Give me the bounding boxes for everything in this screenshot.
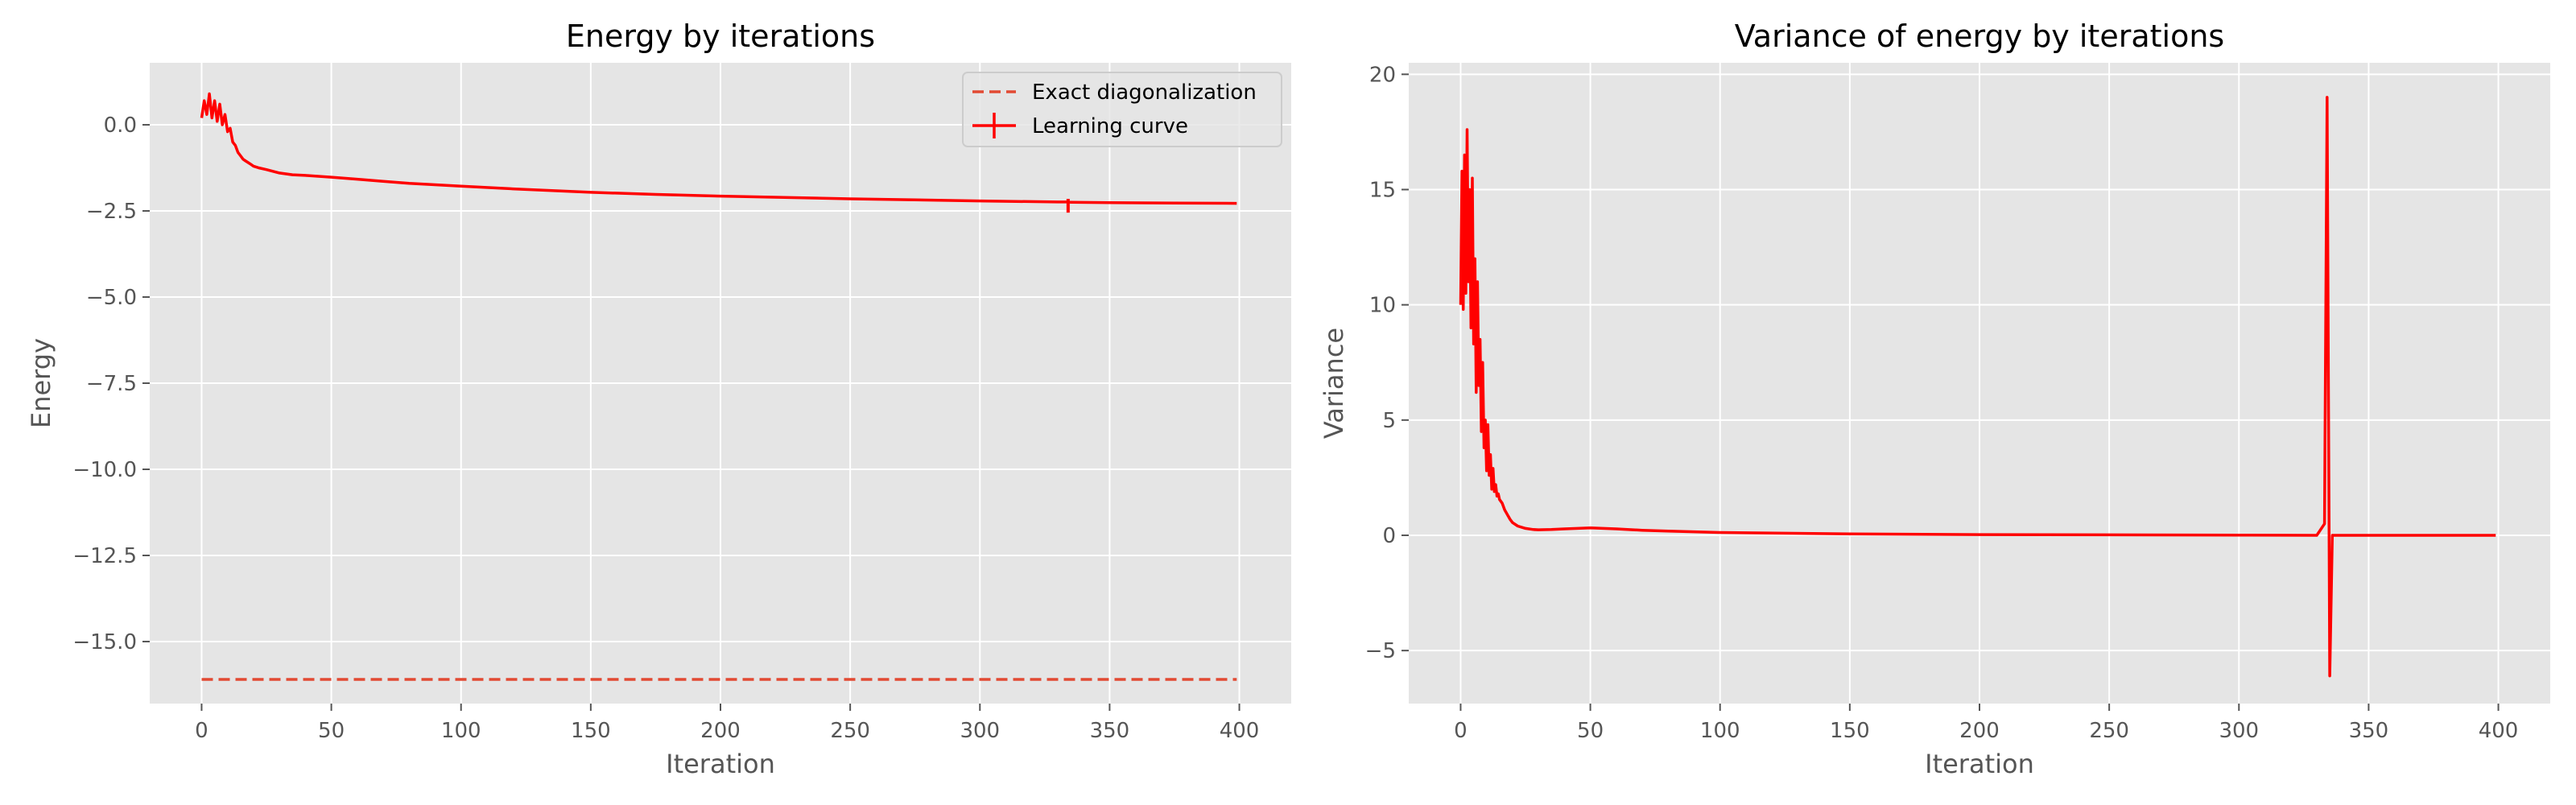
variance-x-tick-label: 400 <box>2479 719 2519 743</box>
energy-x-tick-label: 350 <box>1090 719 1130 743</box>
energy-y-tick-label: −5.0 <box>86 286 137 310</box>
energy-x-tick-label: 100 <box>441 719 481 743</box>
variance-y-tick-label: −5 <box>1365 639 1396 663</box>
energy-x-tick-label: 0 <box>195 719 208 743</box>
energy-y-tick-label: −15.0 <box>72 630 137 654</box>
energy-chart-title: Energy by iterations <box>566 19 875 54</box>
variance-y-axis-label: Variance <box>1319 328 1349 439</box>
variance-y-tick-label: 0 <box>1382 524 1396 548</box>
series-line-learning-curve <box>200 92 1237 205</box>
energy-y-tick-label: −2.5 <box>86 200 137 224</box>
energy-y-tick-label: 0.0 <box>104 114 137 138</box>
variance-x-tick-label: 50 <box>1577 719 1604 743</box>
variance-x-tick-label: 150 <box>1830 719 1870 743</box>
energy-chart: 0 50 100 150 200 250 300 350 400 0.0 −2.5 −5.0 −7.5 −… <box>26 19 1291 779</box>
variance-x-tick-label: 200 <box>1959 719 2000 743</box>
energy-x-tick-label: 400 <box>1220 719 1260 743</box>
variance-grid <box>1409 63 2550 704</box>
variance-x-tick-label: 100 <box>1700 719 1740 743</box>
variance-y-tick-label: 20 <box>1369 63 1396 87</box>
variance-x-tick-label: 250 <box>2089 719 2129 743</box>
variance-y-tick-label: 15 <box>1369 178 1396 202</box>
variance-y-tick-label: 10 <box>1369 294 1396 318</box>
energy-x-tick-label: 300 <box>960 719 1000 743</box>
variance-series <box>1459 96 2496 678</box>
variance-y-tick-label: 5 <box>1382 409 1396 433</box>
energy-x-tick-label: 150 <box>571 719 611 743</box>
energy-legend-box <box>962 72 1282 147</box>
energy-tick-labels: 0 50 100 150 200 250 300 350 400 0.0 −2.5 −5.0 −7.5 −… <box>72 114 1259 743</box>
variance-x-axis-label: Iteration <box>1925 749 2034 779</box>
energy-x-tick-label: 50 <box>318 719 345 743</box>
energy-y-tick-label: −7.5 <box>86 372 137 396</box>
legend-label-learning-curve: Learning curve <box>1032 114 1188 138</box>
energy-x-tick-label: 250 <box>830 719 870 743</box>
energy-series <box>200 92 1237 681</box>
variance-x-tick-label: 300 <box>2219 719 2259 743</box>
energy-y-tick-label: −12.5 <box>72 544 137 568</box>
energy-x-tick-label: 200 <box>700 719 741 743</box>
legend-label-exact-diagonalization: Exact diagonalization <box>1032 80 1257 105</box>
energy-y-axis-label: Energy <box>26 338 56 428</box>
variance-x-tick-label: 350 <box>2349 719 2389 743</box>
series-line-variance-curve <box>1459 96 2496 678</box>
variance-x-tick-label: 0 <box>1454 719 1468 743</box>
energy-y-tick-label: −10.0 <box>72 458 137 482</box>
energy-x-axis-label: Iteration <box>666 749 775 779</box>
variance-chart-title: Variance of energy by iterations <box>1735 19 2224 54</box>
energy-legend: Exact diagonalization Learning curve <box>962 72 1282 147</box>
